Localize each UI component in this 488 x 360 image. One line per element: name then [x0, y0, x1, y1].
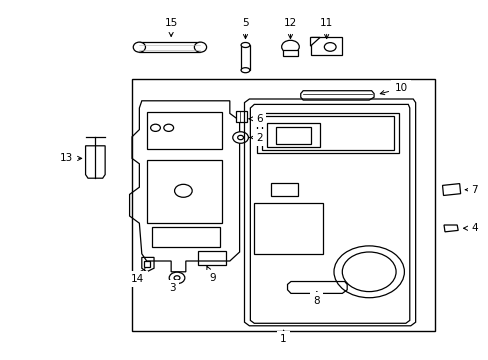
- Text: 9: 9: [206, 266, 215, 283]
- Text: 4: 4: [463, 223, 477, 233]
- Circle shape: [281, 40, 299, 53]
- Ellipse shape: [241, 42, 249, 48]
- Bar: [151, 227, 220, 247]
- Bar: [261, 116, 393, 150]
- Bar: [256, 113, 398, 153]
- Bar: [266, 123, 320, 147]
- Text: 6: 6: [248, 114, 262, 124]
- Bar: [283, 50, 297, 56]
- Circle shape: [324, 42, 335, 51]
- Text: 13: 13: [59, 153, 81, 163]
- Text: 12: 12: [283, 18, 297, 39]
- Circle shape: [232, 132, 248, 143]
- Ellipse shape: [241, 68, 249, 73]
- Text: 1: 1: [280, 330, 286, 344]
- Text: 8: 8: [313, 292, 320, 306]
- Circle shape: [169, 272, 184, 284]
- Bar: [254, 203, 322, 254]
- Text: 5: 5: [242, 18, 248, 39]
- Bar: [310, 37, 342, 55]
- Text: 2: 2: [249, 132, 262, 143]
- Bar: [132, 79, 434, 331]
- Text: 11: 11: [319, 18, 333, 39]
- Bar: [144, 261, 150, 267]
- Text: 7: 7: [464, 185, 477, 195]
- Bar: [139, 42, 200, 52]
- Bar: [198, 251, 226, 265]
- Bar: [236, 111, 246, 122]
- Bar: [146, 160, 222, 223]
- Bar: [271, 183, 298, 196]
- Text: 10: 10: [380, 83, 407, 95]
- Text: 3: 3: [168, 283, 175, 293]
- Bar: [146, 112, 222, 149]
- Ellipse shape: [194, 42, 206, 52]
- Text: 15: 15: [164, 18, 178, 36]
- Ellipse shape: [133, 42, 145, 52]
- Text: 14: 14: [131, 269, 145, 284]
- Polygon shape: [310, 37, 319, 46]
- Bar: [241, 45, 249, 70]
- Bar: [276, 127, 310, 144]
